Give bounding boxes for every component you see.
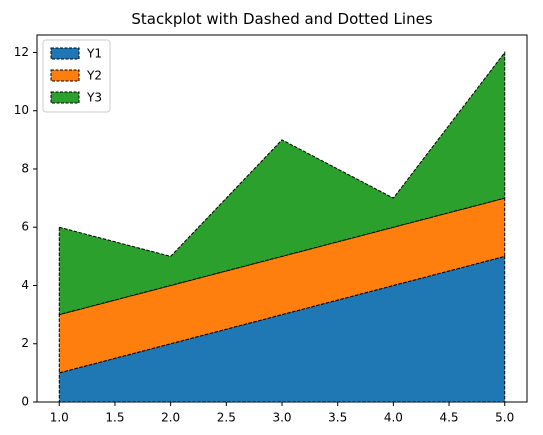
- y-tick-label: 10: [14, 103, 29, 117]
- x-tick-label: 2.5: [217, 411, 236, 425]
- axis-ticks: 1.0 1.5 2.0 2.5 3.0 3.5 4.0 4.5 5.0 0 2 4 6 8 10 12: [14, 45, 515, 425]
- y-tick-label: 6: [21, 220, 29, 234]
- y-tick-label: 8: [21, 161, 29, 175]
- x-tick-label: 3.5: [328, 411, 347, 425]
- y-tick-label: 4: [21, 278, 29, 292]
- legend-label-y2: Y2: [86, 69, 102, 83]
- y-tick-label: 12: [14, 45, 29, 59]
- legend-label-y1: Y1: [86, 47, 102, 61]
- legend-label-y3: Y3: [86, 91, 102, 105]
- x-tick-label: 1.5: [105, 411, 124, 425]
- x-tick-label: 3.0: [272, 411, 291, 425]
- legend-swatch-y1: [50, 47, 80, 60]
- x-tick-label: 4.5: [439, 411, 458, 425]
- x-tick-label: 1.0: [50, 411, 69, 425]
- series-area-y3: [58, 50, 506, 316]
- series-areas: [58, 50, 506, 403]
- legend-swatch-y2: [50, 69, 80, 82]
- y-tick-label: 0: [21, 395, 29, 409]
- x-tick-label: 2.0: [161, 411, 180, 425]
- legend: Y1 Y2 Y3: [42, 39, 111, 113]
- x-tick-label: 4.0: [384, 411, 403, 425]
- legend-swatch-y3: [50, 91, 80, 104]
- chart-title: Stackplot with Dashed and Dotted Lines: [131, 10, 432, 28]
- x-tick-label: 5.0: [495, 411, 514, 425]
- y-tick-label: 2: [21, 336, 29, 350]
